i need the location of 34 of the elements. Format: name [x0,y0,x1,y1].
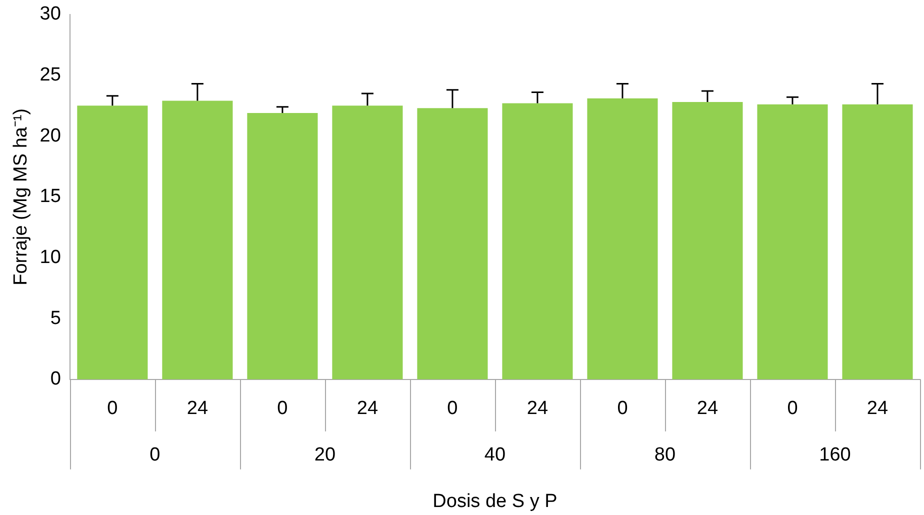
x-tick-label: 24 [356,398,378,420]
bar [842,104,913,380]
y-tick-label: 30 [40,4,61,25]
x-tick-label: 0 [617,398,628,420]
bar [502,103,573,380]
text: 40 [484,444,506,466]
x-tick-label: 24 [526,398,548,420]
y-tick-label: 5 [50,308,61,329]
x-axis-title: Dosis de S y P [432,490,558,512]
x-tick-label: 0 [447,398,458,420]
x-tick-label: 0 [277,398,288,420]
y-tick-label: 20 [40,125,61,146]
x-tick-label: 0 [107,398,118,420]
x-tick-label: 0 [787,398,798,420]
y-tick-label: 0 [50,368,61,390]
y-tick-label: 10 [40,246,61,268]
bar [757,104,828,380]
bar [587,98,658,380]
x-tick-label: 24 [696,398,718,420]
bar [672,102,743,380]
bar [162,100,233,380]
text: 20 [314,444,336,466]
text: 80 [654,444,676,466]
text: 160 [819,444,851,466]
bar [417,108,488,380]
bar [332,106,403,380]
x-tick-label: 24 [186,398,208,420]
text: 0 [150,444,160,466]
x-tick-label: 24 [866,398,888,420]
y-axis-title: Forraje (Mg MS ha⁻¹) [10,108,32,286]
y-tick-label: 15 [40,186,61,208]
bar [247,112,318,380]
bar [77,106,148,380]
y-tick-label: 25 [40,64,61,86]
